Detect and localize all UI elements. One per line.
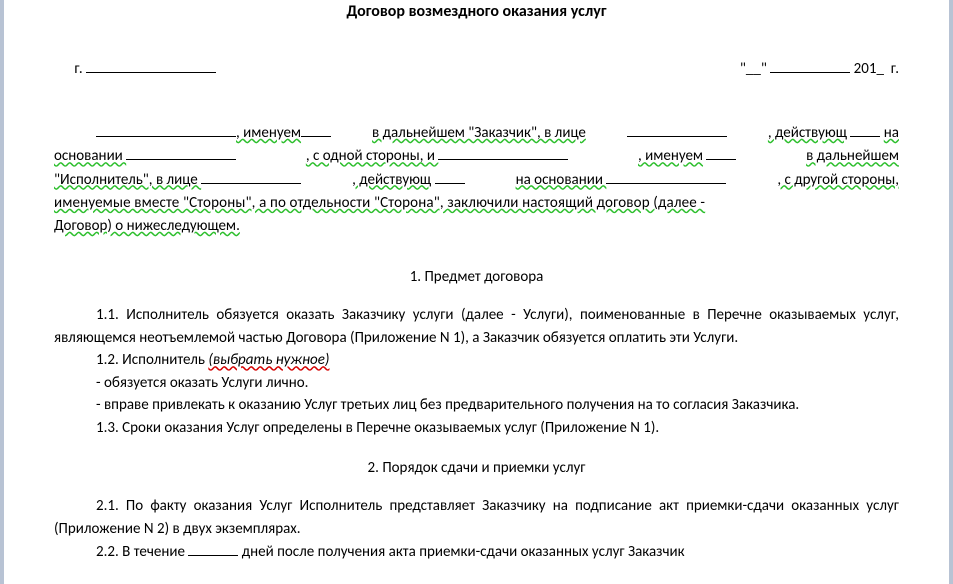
l2b: , с одной стороны, и xyxy=(306,147,439,165)
document-page: Договор возмездного оказания услуг г. "_… xyxy=(4,0,949,584)
preamble: , именуем в дальнейшем "Заказчик", в лиц… xyxy=(54,122,899,264)
city-prefix: г. xyxy=(74,60,86,78)
l1d: на xyxy=(884,124,899,142)
days-blank[interactable] xyxy=(188,540,238,556)
customer-name-blank[interactable] xyxy=(96,136,236,137)
p22b: дней после получения акта приемки-сдачи … xyxy=(238,543,684,561)
city-field: г. xyxy=(54,39,216,96)
l3b: , действующ xyxy=(352,171,431,189)
l3a: "Исполнитель", в лице xyxy=(54,171,201,189)
blank-l3a[interactable] xyxy=(201,183,301,184)
preamble-line-3: "Исполнитель", в лице , действующ на осн… xyxy=(54,169,899,192)
l2d: в дальнейшем xyxy=(806,145,899,168)
p12b: (выбрать нужное) xyxy=(208,351,329,369)
blank-l2c[interactable] xyxy=(706,159,736,160)
l1c: , действующ xyxy=(768,124,847,142)
blank-l3b[interactable] xyxy=(435,183,465,184)
date-field: "__" 201_ г. xyxy=(720,39,899,96)
blank-l1d[interactable] xyxy=(850,136,880,137)
blank-l3c[interactable] xyxy=(606,183,726,184)
p22a: 2.2. В течение xyxy=(96,543,188,561)
l4: именуемые вместе "Стороны", а по отдельн… xyxy=(54,192,705,215)
l2a: основании xyxy=(54,147,126,165)
para-1-3: 1.3. Сроки оказания Услуг определены в П… xyxy=(54,417,899,440)
para-2-2: 2.2. В течение дней после получения акта… xyxy=(54,540,899,564)
city-blank[interactable] xyxy=(86,57,216,73)
date-quote: "__" xyxy=(740,60,770,78)
city-date-row: г. "__" 201_ г. xyxy=(54,39,899,122)
para-1-2-opt1: - обязуется оказать Услуги лично. xyxy=(54,372,899,395)
l1a: , именуем xyxy=(236,122,301,145)
section-2-title: 2. Порядок сдачи и приемки услуг xyxy=(54,455,899,495)
preamble-line-1: , именуем в дальнейшем "Заказчик", в лиц… xyxy=(54,122,899,145)
para-1-2-opt2: - вправе привлекать к оказанию Услуг тре… xyxy=(54,394,899,417)
l2c: , именуем xyxy=(638,147,703,165)
blank-l1b[interactable] xyxy=(301,136,331,137)
para-2-1: 2.1. По факту оказания Услуг Исполнитель… xyxy=(54,495,899,540)
l5: Договор) о нижеследующем. xyxy=(54,215,240,238)
para-1-1: 1.1. Исполнитель обязуется оказать Заказ… xyxy=(54,304,899,349)
blank-l2b[interactable] xyxy=(438,159,568,160)
para-1-2-head: 1.2. Исполнитель (выбрать нужное) xyxy=(54,349,899,372)
l1b: в дальнейшем "Заказчик", в лице xyxy=(372,122,586,145)
year-suffix: 201_ г. xyxy=(850,60,899,78)
preamble-line-5: Договор) о нижеследующем. xyxy=(54,215,899,238)
l3c: на основании xyxy=(516,171,607,189)
l3d: , с другой стороны, xyxy=(777,169,899,192)
blank-l2a[interactable] xyxy=(126,159,236,160)
month-blank[interactable] xyxy=(770,57,850,73)
section-1-title: 1. Предмет договора xyxy=(54,264,899,304)
preamble-line-4: именуемые вместе "Стороны", а по отдельн… xyxy=(54,192,899,215)
preamble-line-2: основании , с одной стороны, и , именуем… xyxy=(54,145,899,168)
page-title: Договор возмездного оказания услуг xyxy=(54,0,899,39)
blank-l1c[interactable] xyxy=(627,136,727,137)
p12a: 1.2. Исполнитель xyxy=(96,351,208,369)
